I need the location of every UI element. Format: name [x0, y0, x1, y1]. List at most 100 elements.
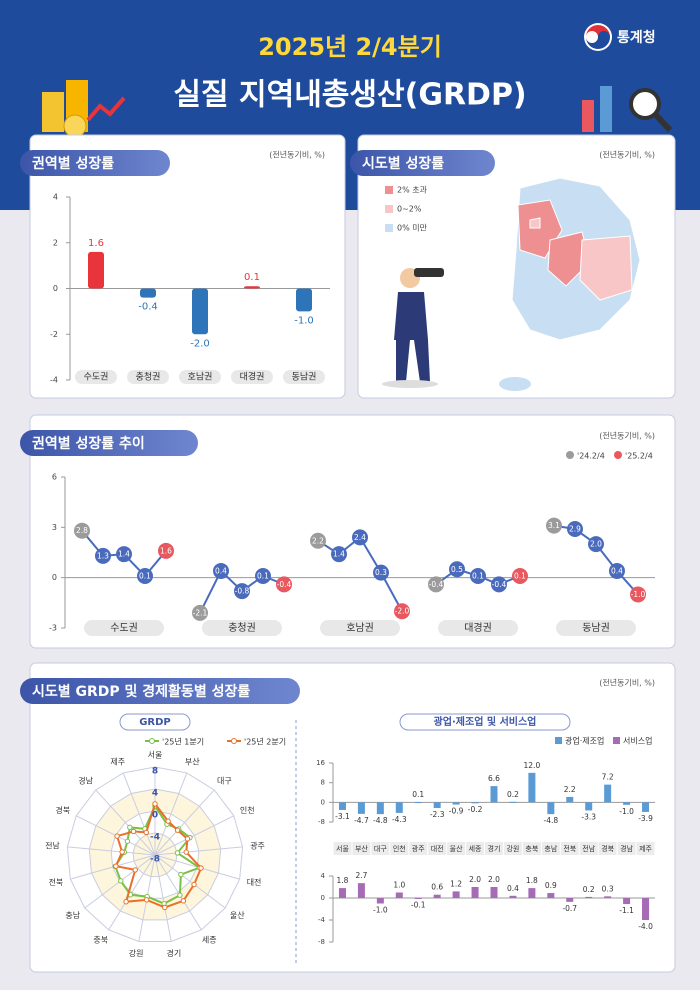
- title-pill: [350, 150, 495, 176]
- axis-label: 충북: [93, 936, 108, 945]
- point: [198, 865, 204, 871]
- axis-label: 제주: [110, 757, 125, 766]
- bar: [376, 802, 384, 815]
- logo-mark: [586, 31, 610, 49]
- x-tick-label: 전북: [563, 844, 576, 853]
- category-pill: [179, 370, 221, 384]
- bar: [623, 802, 631, 805]
- value-label: 0.4: [215, 566, 227, 575]
- point: [143, 897, 150, 903]
- point: [178, 871, 184, 878]
- value-label: 1.4: [118, 550, 130, 559]
- value-label: -3.3: [581, 812, 596, 821]
- value-label: -2.0: [190, 338, 210, 349]
- map-region: [579, 235, 633, 301]
- value-label: 12.0: [524, 761, 541, 770]
- x-tick-label: 충북: [525, 844, 538, 853]
- x-tick-label: 서울: [336, 844, 349, 853]
- spoke: [154, 846, 243, 856]
- y-tick-label: -2: [50, 330, 58, 339]
- point: [113, 863, 119, 869]
- legend-label: 2% 초과: [397, 186, 428, 195]
- point: [130, 828, 137, 835]
- category-pill: [127, 370, 169, 384]
- category-pill: [84, 620, 164, 636]
- bar: [140, 288, 156, 298]
- value-label: -0.2: [468, 805, 483, 814]
- point: [630, 586, 646, 603]
- point: [132, 867, 138, 873]
- point: [567, 521, 583, 538]
- value-label: 0.2: [583, 885, 595, 894]
- value-label: 2.9: [569, 525, 581, 534]
- bar: [585, 802, 593, 811]
- x-tick-label: 대경권: [240, 371, 265, 383]
- bar: [547, 893, 555, 898]
- legend-label: '24.2/4: [577, 452, 605, 461]
- y-tick-label: 0: [52, 573, 57, 582]
- spoke: [154, 854, 172, 942]
- value-label: 3.1: [548, 521, 560, 530]
- point: [491, 576, 507, 593]
- category-pill: [438, 620, 518, 636]
- axis-label: 광주: [250, 840, 265, 850]
- y-tick-label: 0: [53, 284, 58, 293]
- axis-label: 대구: [217, 777, 232, 786]
- bar: [604, 784, 612, 803]
- point: [449, 561, 465, 578]
- unit-note: (전년동기비, %): [599, 678, 655, 688]
- y-tick-label: -4: [50, 376, 58, 385]
- point: [180, 898, 187, 904]
- point: [192, 604, 208, 621]
- value-label: 1.0: [393, 881, 405, 890]
- axis-label: 세종: [202, 936, 217, 945]
- value-label: -1.0: [631, 590, 646, 599]
- x-tick-label: 충청권: [228, 622, 256, 634]
- map-region: [499, 377, 531, 391]
- bar: [509, 801, 517, 803]
- x-tick-label: 경기: [488, 844, 501, 853]
- y-tick-label: -3: [49, 624, 57, 633]
- bar: [471, 887, 479, 898]
- value-label: -3.9: [638, 814, 653, 823]
- value-label: 1.8: [337, 876, 349, 885]
- value-label: -3.1: [335, 812, 350, 821]
- point: [158, 542, 174, 559]
- r-tick-label: 0: [152, 811, 158, 821]
- legend-label: 0~2%: [397, 205, 422, 214]
- y-tick-label: 8: [321, 779, 325, 787]
- value-label: 0.6: [431, 883, 443, 892]
- bar: [357, 802, 365, 814]
- legend-swatch: [555, 737, 562, 744]
- y-tick-label: -8: [318, 818, 325, 826]
- title-pill: [20, 430, 198, 456]
- y-tick-label: 4: [321, 872, 326, 880]
- point: [174, 850, 181, 856]
- panel-title: 권역별 성장률 추이: [32, 435, 145, 452]
- r-tick-label: -8: [150, 855, 160, 865]
- x-tick-label: 대구: [374, 845, 387, 853]
- bar: [528, 772, 536, 803]
- bar: [566, 796, 574, 803]
- category-cell: [447, 842, 466, 855]
- legend-label: 광업·제조업: [565, 736, 604, 746]
- bar: [642, 802, 650, 812]
- point: [331, 546, 347, 563]
- x-tick-label: 대경권: [464, 621, 492, 634]
- spoke: [154, 815, 234, 856]
- point: [183, 849, 189, 855]
- point: [191, 881, 197, 888]
- x-tick-label: 강원: [506, 844, 519, 853]
- category-cell: [579, 842, 598, 855]
- bar: [192, 288, 208, 335]
- unit-note: (전년동기비, %): [599, 431, 655, 441]
- spoke: [67, 846, 156, 856]
- spoke: [154, 854, 202, 931]
- axis-label: 서울: [148, 751, 163, 760]
- spoke: [154, 772, 188, 856]
- bar: [433, 802, 441, 808]
- value-label: 0.1: [412, 790, 424, 799]
- bar: [88, 251, 104, 289]
- point: [123, 899, 129, 905]
